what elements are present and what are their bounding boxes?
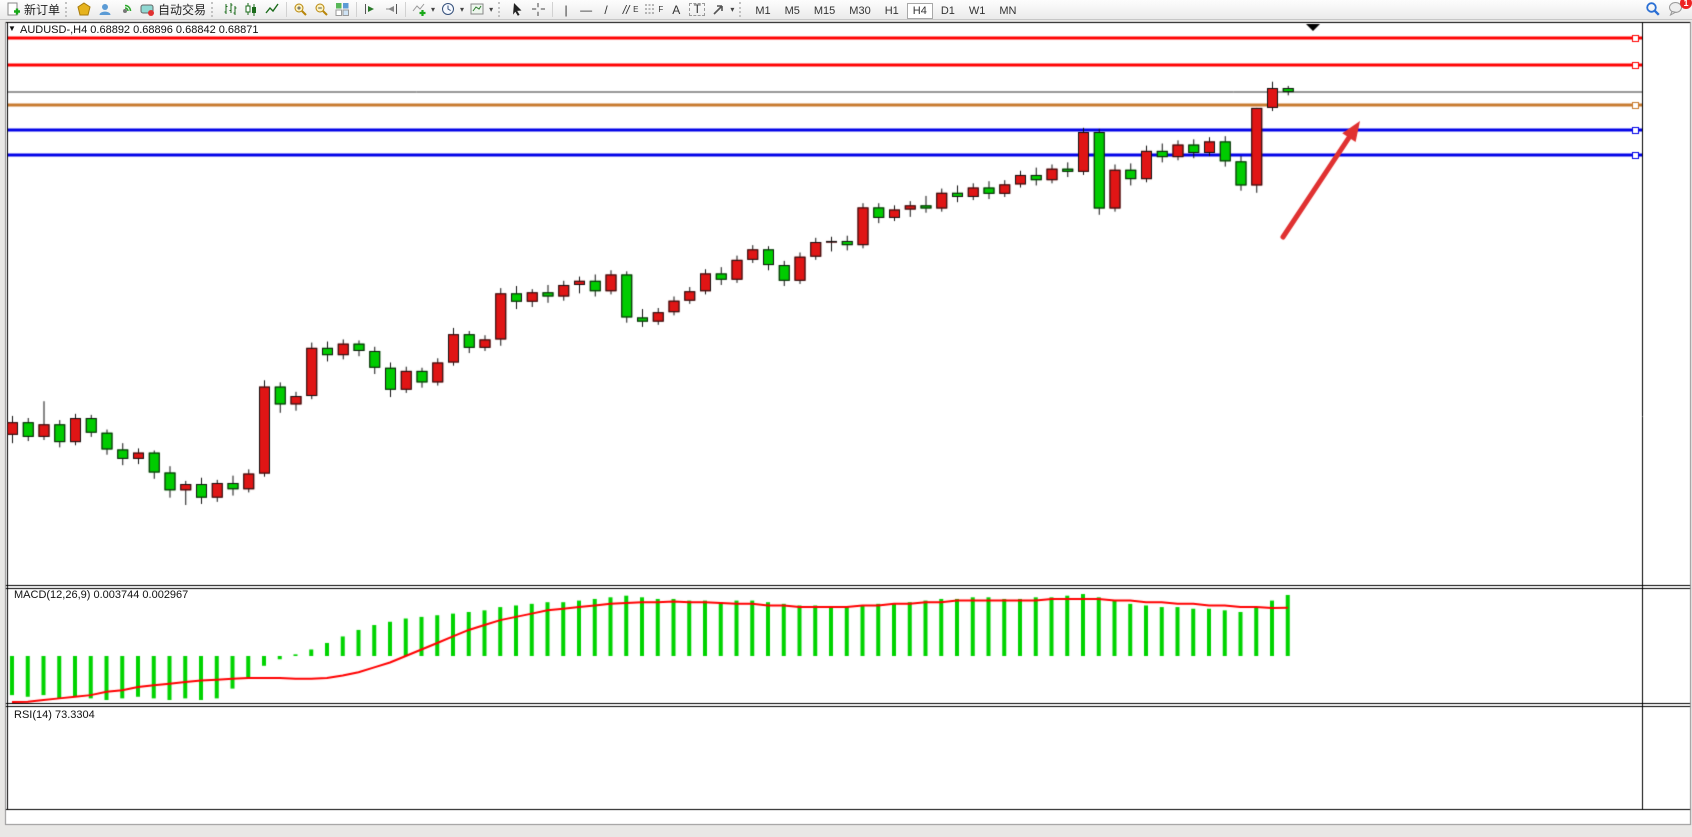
candlestick-chart-icon <box>244 2 259 17</box>
toolbar-separator <box>286 2 288 17</box>
main-toolbar: 新订单 自动交易 ▾ ▾ <box>0 0 1692 20</box>
cursor-icon <box>510 2 525 17</box>
indicators-button[interactable]: ▾ <box>409 1 438 19</box>
horizontal-line-tool-button[interactable]: — <box>576 1 596 19</box>
timeframe-button-D1[interactable]: D1 <box>940 4 955 17</box>
trendline-tool-button[interactable]: / <box>596 1 616 19</box>
text-icon: A <box>672 2 681 17</box>
arrows-tool-button[interactable]: ▾ <box>708 1 737 19</box>
equidistant-channel-icon: // <box>622 2 630 17</box>
channel-subscript: E <box>633 5 639 14</box>
templates-button[interactable]: ▾ <box>467 1 496 19</box>
chevron-down-icon: ▾ <box>460 5 465 14</box>
chevron-down-icon: ▾ <box>431 5 436 14</box>
auto-scroll-button[interactable] <box>360 1 381 19</box>
toolbar-separator <box>405 2 407 17</box>
trendline-icon: / <box>604 2 608 17</box>
timeframe-button-M1[interactable]: M1 <box>755 4 771 17</box>
signals-icon <box>119 2 134 17</box>
notification-badge: 1 <box>1680 0 1692 9</box>
line-chart-icon <box>265 2 280 17</box>
periods-button[interactable]: ▾ <box>438 1 467 19</box>
new-order-icon <box>6 2 21 17</box>
toolbar-grip <box>65 2 71 17</box>
horizontal-line-icon: — <box>580 2 593 17</box>
candlestick-chart-button[interactable] <box>241 1 262 19</box>
timeframe-button-M15[interactable]: M15 <box>813 4 836 17</box>
timeframe-button-M30[interactable]: M30 <box>849 4 871 17</box>
search-icon[interactable] <box>1645 1 1660 16</box>
periods-clock-icon <box>441 2 456 17</box>
auto-trading-button[interactable]: 自动交易 <box>137 1 209 19</box>
zoom-out-button[interactable] <box>311 1 332 19</box>
timeframe-group: M1 M5 M15 M30 H1 H4 D1 W1 MN <box>748 1 1023 19</box>
zoom-in-button[interactable] <box>290 1 311 19</box>
community-icon <box>98 2 113 17</box>
bar-chart-icon <box>223 2 238 17</box>
new-order-button[interactable]: 新订单 <box>3 1 63 19</box>
timeframe-button-H1[interactable]: H1 <box>884 4 899 17</box>
templates-icon <box>470 2 485 17</box>
market-button[interactable] <box>74 1 95 19</box>
toolbar-separator <box>552 2 554 17</box>
text-label-tool-button[interactable]: T <box>686 1 708 19</box>
zoom-in-icon <box>293 2 308 17</box>
cursor-tool-button[interactable] <box>507 1 528 19</box>
zoom-out-icon <box>314 2 329 17</box>
toolbar-grip <box>211 2 217 17</box>
auto-scroll-icon <box>363 2 378 17</box>
toolbar-grip <box>498 2 504 17</box>
toolbar-grip <box>739 2 745 17</box>
chart-shift-icon <box>384 2 399 17</box>
auto-trading-icon <box>140 2 155 17</box>
new-order-label: 新订单 <box>24 3 61 17</box>
vertical-line-tool-button[interactable]: | <box>556 1 576 19</box>
toolbar-separator <box>356 2 358 17</box>
chevron-down-icon: ▾ <box>489 5 494 14</box>
auto-trading-label: 自动交易 <box>158 3 207 17</box>
arrows-icon <box>711 2 726 17</box>
text-label-icon: T <box>689 3 706 16</box>
bar-chart-button[interactable] <box>220 1 241 19</box>
tile-windows-icon <box>335 2 350 17</box>
community-button[interactable] <box>95 1 116 19</box>
crosshair-tool-button[interactable] <box>528 1 549 19</box>
timeframe-button-W1[interactable]: W1 <box>968 4 986 17</box>
timeframe-button-M5[interactable]: M5 <box>784 4 800 17</box>
chat-icon[interactable]: 1 <box>1668 0 1692 17</box>
fibonacci-tool-button[interactable]: F <box>641 1 666 19</box>
tile-windows-button[interactable] <box>332 1 353 19</box>
chevron-down-icon: ▾ <box>730 5 735 14</box>
indicators-icon <box>412 2 427 17</box>
line-chart-button[interactable] <box>262 1 283 19</box>
fibonacci-icon <box>644 2 659 17</box>
crosshair-icon <box>531 2 546 17</box>
equidistant-channel-tool-button[interactable]: //E <box>616 1 641 19</box>
timeframe-button-H4[interactable]: H4 <box>906 2 933 19</box>
vertical-line-icon: | <box>564 2 568 17</box>
fibonacci-subscript: F <box>658 5 664 14</box>
text-tool-button[interactable]: A <box>666 1 686 19</box>
signals-button[interactable] <box>116 1 137 19</box>
timeframe-button-MN[interactable]: MN <box>999 4 1017 17</box>
chart-shift-button[interactable] <box>381 1 402 19</box>
market-icon <box>77 2 92 17</box>
